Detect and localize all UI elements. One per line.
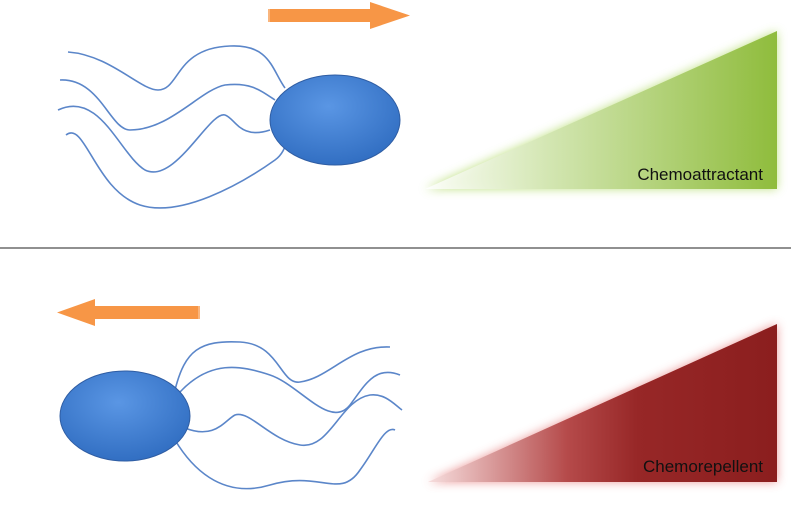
bacterium-cell bbox=[59, 370, 191, 462]
bacterium-cell bbox=[269, 74, 401, 166]
attractant-gradient: Chemoattractant bbox=[425, 31, 777, 189]
gradient-label-attract: Chemoattractant bbox=[637, 165, 763, 184]
attract-panel: Chemoattractant bbox=[57, 2, 777, 209]
repellent-gradient: Chemorepellent bbox=[428, 324, 777, 482]
gradient-label-repel: Chemorepellent bbox=[643, 457, 763, 476]
flagella bbox=[174, 340, 403, 490]
flagella bbox=[57, 45, 288, 209]
movement-arrow-left bbox=[57, 299, 200, 326]
repel-panel: Chemorepellent bbox=[57, 299, 777, 490]
movement-arrow-right bbox=[268, 2, 410, 29]
